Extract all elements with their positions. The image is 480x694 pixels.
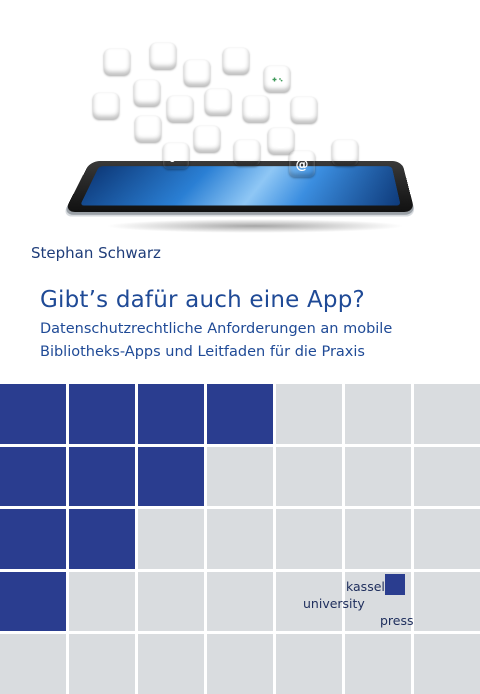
search-icon bbox=[223, 48, 249, 74]
tablet bbox=[64, 161, 415, 212]
grid-square bbox=[69, 634, 135, 694]
music-note-icon bbox=[163, 143, 189, 169]
author-name: Stephan Schwarz bbox=[31, 244, 161, 262]
grid-square bbox=[0, 446, 66, 507]
question-icon: ? bbox=[93, 93, 119, 119]
subtitle-line: Bibliotheks-Apps und Leitfaden für die P… bbox=[40, 344, 365, 360]
grid-square bbox=[276, 446, 342, 507]
grid-square bbox=[138, 571, 204, 632]
previous-track-icon bbox=[205, 89, 231, 115]
grid-square bbox=[69, 446, 135, 507]
rss-icon bbox=[194, 126, 220, 152]
grid-square bbox=[0, 384, 66, 444]
grid-square bbox=[207, 634, 273, 694]
grid-square bbox=[276, 571, 342, 632]
grid-square bbox=[276, 384, 342, 444]
grid-square bbox=[414, 634, 480, 694]
grid-square bbox=[138, 509, 204, 569]
grid-square bbox=[207, 446, 273, 507]
grid-square bbox=[69, 384, 135, 444]
svg-text:@: @ bbox=[296, 158, 309, 173]
star-icon bbox=[243, 96, 269, 122]
users-icon bbox=[184, 60, 210, 86]
publisher-line: university bbox=[303, 596, 365, 611]
bar-chart-icon bbox=[134, 80, 160, 106]
grid-square bbox=[345, 446, 411, 507]
book-subtitle: Datenschutzrechtliche Anforderungen an m… bbox=[40, 318, 392, 364]
grid-square bbox=[207, 509, 273, 569]
square-grid-pattern bbox=[0, 384, 480, 694]
at-sign-icon: @ bbox=[289, 151, 315, 177]
magnifier-plus-icon bbox=[135, 116, 161, 142]
grid-square bbox=[414, 509, 480, 569]
subtitle-line: Datenschutzrechtliche Anforderungen an m… bbox=[40, 321, 393, 337]
tablet-screen bbox=[79, 166, 401, 206]
book-title: Gibt’s dafür auch eine App? bbox=[40, 287, 365, 313]
grid-square bbox=[0, 509, 66, 569]
publisher-line: press bbox=[380, 613, 414, 628]
grid-square bbox=[345, 509, 411, 569]
grid-square bbox=[207, 384, 273, 444]
publisher-logo-square bbox=[385, 574, 405, 595]
grid-square bbox=[138, 446, 204, 507]
grid-square bbox=[138, 384, 204, 444]
grid-square bbox=[207, 571, 273, 632]
grid-square bbox=[138, 634, 204, 694]
grid-square bbox=[414, 384, 480, 444]
next-track-icon bbox=[268, 128, 294, 154]
svg-text:?: ? bbox=[102, 100, 110, 114]
person-icon bbox=[291, 97, 317, 123]
camera-icon bbox=[332, 140, 358, 166]
grid-square bbox=[69, 571, 135, 632]
volume-icon bbox=[234, 140, 260, 166]
grid-square bbox=[276, 509, 342, 569]
grid-square bbox=[69, 509, 135, 569]
grid-square bbox=[345, 384, 411, 444]
grid-square bbox=[0, 571, 66, 632]
grid-square bbox=[0, 634, 66, 694]
grid-square bbox=[276, 634, 342, 694]
speaker-icon bbox=[150, 43, 176, 69]
publisher-line: kassel bbox=[346, 579, 385, 594]
grid-square bbox=[414, 571, 480, 632]
tablet-app-illustration: ? @ bbox=[60, 36, 420, 236]
grid-square bbox=[414, 446, 480, 507]
tablet-shadow bbox=[105, 219, 405, 233]
grid-square bbox=[345, 634, 411, 694]
phone-icon bbox=[167, 96, 193, 122]
magnifier-minus-icon bbox=[104, 49, 130, 75]
gamepad-icon bbox=[264, 66, 290, 92]
